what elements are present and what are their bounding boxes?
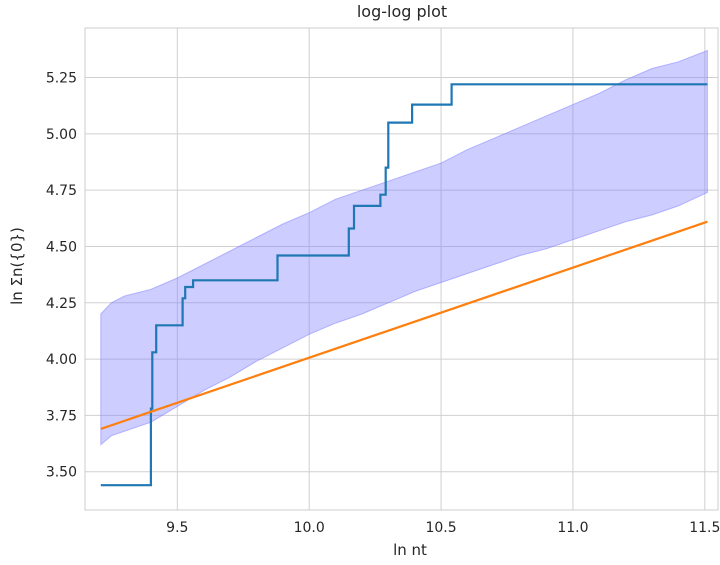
axes: 9.5 10.0 10.5 11.0 11.5 3.50 3.75 4.00 4.25 4.50 4… xyxy=(46,27,720,536)
y-tick-label-4: 4.50 xyxy=(46,239,77,255)
y-tick-label-2: 4.00 xyxy=(46,352,77,368)
plot-area xyxy=(85,28,718,510)
x-tick-label-4: 11.5 xyxy=(689,520,720,536)
chart-title: log-log plot xyxy=(357,2,447,21)
y-tick-label-1: 3.75 xyxy=(46,408,77,424)
x-tick-label-2: 10.5 xyxy=(425,520,456,536)
plot-background xyxy=(85,28,718,510)
fit-series-line xyxy=(100,220,708,430)
x-tick-label-1: 10.0 xyxy=(294,520,325,536)
y-tick-label-0: 3.50 xyxy=(46,465,77,481)
plot-frame xyxy=(84,27,719,511)
y-axis-title: ln Σn({0}) xyxy=(8,227,26,305)
x-tick-label-0: 9.5 xyxy=(166,520,188,536)
y-tick-label-5: 4.75 xyxy=(46,183,77,199)
step-series-line xyxy=(100,83,708,487)
y-tick-label-7: 5.25 xyxy=(46,71,77,87)
y-tick-label-6: 5.00 xyxy=(46,127,77,143)
x-axis-title: ln nt xyxy=(393,541,427,559)
y-tick-label-3: 4.25 xyxy=(46,296,77,312)
x-tick-label-3: 11.0 xyxy=(557,520,588,536)
confidence-band xyxy=(100,49,708,446)
